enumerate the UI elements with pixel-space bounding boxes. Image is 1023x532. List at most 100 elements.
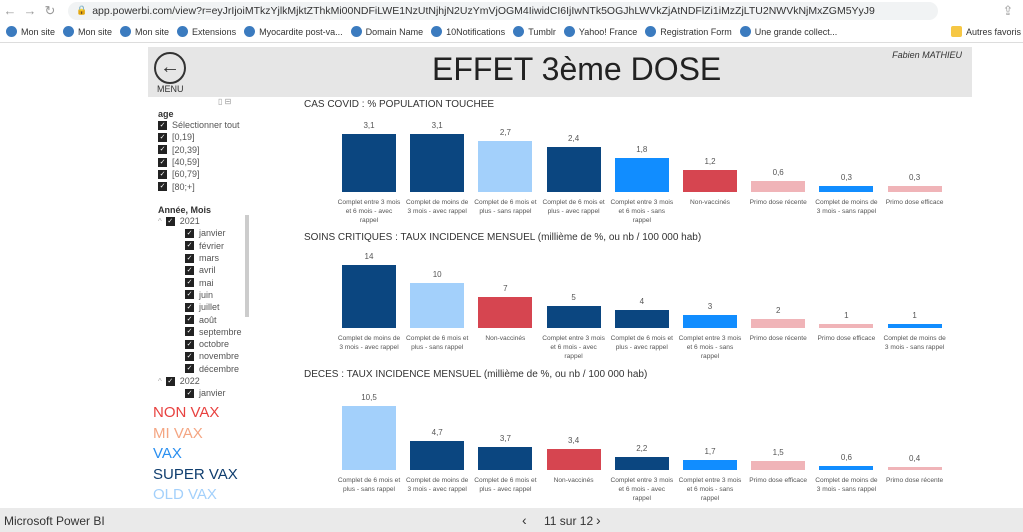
month-item[interactable]: ✓ décembre xyxy=(158,363,248,375)
bar[interactable] xyxy=(478,447,533,470)
bookmark-item[interactable]: Tumblr xyxy=(513,26,556,37)
bar[interactable] xyxy=(342,406,396,470)
star-icon[interactable]: ☆ xyxy=(1018,3,1023,19)
back-arrow-icon[interactable]: ← xyxy=(3,3,17,18)
bar[interactable] xyxy=(410,283,465,328)
bar[interactable] xyxy=(342,134,396,192)
menu-label[interactable]: MENU xyxy=(157,84,184,94)
checkbox-icon[interactable]: ✓ xyxy=(185,253,194,263)
bookmark-item[interactable]: Extensions xyxy=(177,26,236,37)
bar[interactable] xyxy=(751,460,806,470)
checkbox-icon[interactable]: ✓ xyxy=(185,388,194,398)
collapse-chevron-icon[interactable]: ^ xyxy=(158,216,162,226)
bar[interactable] xyxy=(614,456,669,470)
bar[interactable] xyxy=(683,314,737,328)
checkbox-icon[interactable]: ✓ xyxy=(185,327,194,337)
slicer-scrollbar[interactable] xyxy=(245,215,249,317)
bar[interactable] xyxy=(546,449,601,470)
checkbox-icon[interactable]: ✓ xyxy=(185,278,194,288)
month-item[interactable]: ✓ avril xyxy=(158,264,248,276)
year-item[interactable]: ^ ✓ 2021 xyxy=(158,215,248,227)
checkbox-icon[interactable]: ✓ xyxy=(185,315,194,325)
month-item[interactable]: ✓ octobre xyxy=(158,338,248,350)
checkbox-icon[interactable]: ✓ xyxy=(158,169,167,179)
slicer-item[interactable]: ✓ [20,39] xyxy=(158,144,240,156)
collapse-chevron-icon[interactable]: ^ xyxy=(158,376,162,386)
bookmark-item[interactable]: Yahoo! France xyxy=(563,26,637,37)
month-item[interactable]: ✓ novembre xyxy=(158,350,248,362)
bar[interactable] xyxy=(614,310,669,328)
checkbox-icon[interactable]: ✓ xyxy=(165,216,175,226)
bar[interactable] xyxy=(819,186,874,192)
checkbox-icon[interactable]: ✓ xyxy=(185,265,194,275)
bookmark-item[interactable]: Registration Form xyxy=(645,26,732,37)
forward-arrow-icon[interactable]: → xyxy=(23,3,37,18)
month-item[interactable]: ✓ mai xyxy=(158,276,248,288)
bookmark-item[interactable]: 10Notifications xyxy=(431,26,505,37)
bar[interactable] xyxy=(887,323,942,328)
bar[interactable] xyxy=(342,265,396,328)
slicer-item[interactable]: ✓ [60,79] xyxy=(158,168,240,180)
data-label: 7 xyxy=(503,283,508,293)
checkbox-icon[interactable]: ✓ xyxy=(185,228,194,238)
bar[interactable] xyxy=(819,323,874,328)
bar[interactable] xyxy=(683,169,737,192)
month-item[interactable]: ✓ septembre xyxy=(158,326,248,338)
slicer-title: Année, Mois xyxy=(158,205,212,215)
bar[interactable] xyxy=(887,186,942,192)
month-item[interactable]: ✓ août xyxy=(158,313,248,325)
slicer-item[interactable]: ✓ [40,59] xyxy=(158,156,240,168)
checkbox-icon[interactable]: ✓ xyxy=(185,290,194,300)
checkbox-icon[interactable]: ✓ xyxy=(158,132,167,142)
bar[interactable] xyxy=(478,296,533,328)
bar[interactable] xyxy=(410,134,465,192)
checkbox-icon[interactable]: ✓ xyxy=(158,157,167,167)
month-item[interactable]: ✓ janvier xyxy=(158,387,248,399)
address-bar[interactable]: 🔒 app.powerbi.com/view?r=eyJrIjoiMTkzYjlk… xyxy=(68,1,938,20)
bar[interactable] xyxy=(751,180,806,192)
month-item[interactable]: ✓ juin xyxy=(158,289,248,301)
month-item[interactable]: ✓ mars xyxy=(158,252,248,264)
bar[interactable] xyxy=(410,441,465,470)
checkbox-icon[interactable]: ✓ xyxy=(165,376,175,386)
year-item[interactable]: ^ ✓ 2022 xyxy=(158,375,248,387)
bar[interactable] xyxy=(614,158,669,192)
checkbox-icon[interactable]: ✓ xyxy=(185,364,194,374)
checkbox-icon[interactable]: ✓ xyxy=(158,182,167,192)
bar[interactable] xyxy=(751,319,806,328)
age-slicer: age ✓ Sélectionner tout ✓ [0,19] ✓ [20,39] ✓ [4… xyxy=(158,109,240,193)
bar[interactable] xyxy=(819,466,874,470)
bar[interactable] xyxy=(546,305,601,328)
share-icon[interactable]: ⇪ xyxy=(1002,2,1014,18)
category-label: Primo dose récente xyxy=(749,335,807,342)
checkbox-icon[interactable]: ✓ xyxy=(185,351,194,361)
next-page-button[interactable]: › xyxy=(596,512,601,528)
slicer-item[interactable]: ✓ Sélectionner tout xyxy=(158,119,240,131)
bar[interactable] xyxy=(546,147,601,192)
bar[interactable] xyxy=(887,467,942,470)
bookmark-item[interactable]: Domain Name xyxy=(350,26,423,37)
slicer-item[interactable]: ✓ [80;+] xyxy=(158,180,240,192)
previous-page-button[interactable]: ‹ xyxy=(522,512,527,528)
checkbox-icon[interactable]: ✓ xyxy=(158,145,167,155)
month-item[interactable]: ✓ janvier xyxy=(158,227,248,239)
month-item[interactable]: ✓ juillet xyxy=(158,301,248,313)
bookmark-item[interactable]: Mon site xyxy=(120,26,169,37)
bar[interactable] xyxy=(478,141,533,192)
bookmark-item[interactable]: Mon site xyxy=(63,26,112,37)
month-label: octobre xyxy=(199,339,230,350)
slicer-options-icon[interactable]: ▯ ⊟ xyxy=(218,97,232,106)
bar[interactable] xyxy=(683,459,737,470)
bookmark-item[interactable]: Myocardite post-va... xyxy=(244,26,343,37)
bookmark-item[interactable]: Mon site xyxy=(6,26,55,37)
back-arrow-icon[interactable]: ← xyxy=(154,52,186,84)
checkbox-icon[interactable]: ✓ xyxy=(158,120,167,130)
checkbox-icon[interactable]: ✓ xyxy=(185,339,194,349)
reload-icon[interactable]: ↻ xyxy=(44,2,56,18)
month-item[interactable]: ✓ février xyxy=(158,240,248,252)
checkbox-icon[interactable]: ✓ xyxy=(185,302,194,312)
bookmark-item[interactable]: Autres favoris xyxy=(950,26,1021,37)
checkbox-icon[interactable]: ✓ xyxy=(185,241,194,251)
slicer-item[interactable]: ✓ [0,19] xyxy=(158,131,240,143)
bookmark-item[interactable]: Une grande collect... xyxy=(739,26,837,37)
